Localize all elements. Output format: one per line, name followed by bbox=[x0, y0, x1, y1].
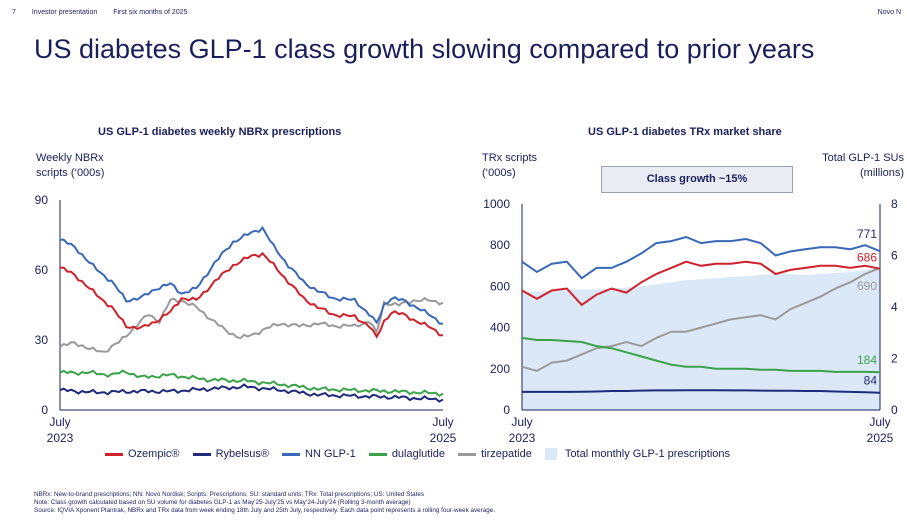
right-y-tick-label: 0 bbox=[503, 403, 510, 417]
brand-label: Novo N bbox=[877, 9, 901, 16]
page-title: US diabetes GLP-1 class growth slowing c… bbox=[34, 34, 815, 64]
right-y-tick-label: 200 bbox=[490, 362, 510, 376]
right-y-tick-label: 800 bbox=[490, 238, 510, 252]
period-label: First six months of 2025 bbox=[113, 9, 188, 16]
right-end-label-tirzepatide: 690 bbox=[857, 279, 877, 293]
legend-item-total: Total monthly GLP-1 prescriptions bbox=[544, 448, 730, 461]
footnote-1: NBRx: New-to-brand prescriptions; NN: No… bbox=[34, 491, 424, 498]
legend-swatch-ozempic bbox=[105, 452, 123, 456]
left-x-tick-label: 2025 bbox=[430, 431, 457, 445]
right-series-ozempic bbox=[521, 260, 881, 307]
right-x-tick-label: 2023 bbox=[509, 431, 536, 445]
legend-item-rybelsus: Rybelsus® bbox=[192, 448, 269, 461]
legend-item-ozempic: Ozempic® bbox=[105, 448, 180, 460]
left-series-rybelsus bbox=[59, 383, 444, 403]
right-end-label-nn: 771 bbox=[857, 227, 877, 241]
right-y2-axis-label-line2: (millions) bbox=[860, 167, 904, 179]
left-series-dulaglutide bbox=[59, 369, 444, 398]
right-chart-title: US GLP-1 diabetes TRx market share bbox=[588, 126, 782, 138]
legend: Ozempic® Rybelsus® NN GLP-1 dulaglutide … bbox=[105, 448, 740, 461]
left-y-tick-label: 30 bbox=[35, 333, 49, 347]
page-number: 7 bbox=[12, 9, 16, 16]
legend-item-tirzepatide: tirzepatide bbox=[458, 448, 532, 460]
right-y2-tick-label: 2 bbox=[891, 352, 898, 366]
right-y2-tick-label: 4 bbox=[891, 300, 898, 314]
right-end-label-rybelsus: 84 bbox=[864, 374, 878, 388]
right-y-tick-label: 1000 bbox=[483, 197, 510, 211]
right-series-rybelsus bbox=[522, 389, 881, 394]
left-y-axis-label: Weekly NBRx scripts (‘000s) bbox=[36, 151, 104, 181]
footnote-2: Note: Class growth calculated based on S… bbox=[34, 499, 411, 506]
right-series-total-area bbox=[522, 267, 880, 410]
class-growth-callout: Class growth ~15% bbox=[601, 166, 793, 193]
legend-swatch-tirzepatide bbox=[458, 452, 477, 456]
left-x-tick-label: July bbox=[49, 415, 70, 429]
left-y-tick-label: 60 bbox=[35, 263, 49, 277]
legend-label-total: Total monthly GLP-1 prescriptions bbox=[564, 448, 730, 461]
right-y-tick-label: 600 bbox=[490, 279, 510, 293]
legend-item-nn: NN GLP-1 bbox=[282, 448, 356, 460]
left-series-ozempic bbox=[59, 251, 443, 339]
legend-label-rybelsus: Rybelsus® bbox=[215, 448, 269, 461]
left-series-tirzepatide bbox=[59, 296, 444, 353]
right-y-axis-label-line2: (‘000s) bbox=[482, 167, 516, 179]
right-series-nn bbox=[521, 235, 881, 280]
right-y2-axis-label: Total GLP-1 SUs (millions) bbox=[822, 151, 904, 181]
legend-swatch-total bbox=[544, 448, 557, 461]
right-y2-axis-label-line1: Total GLP-1 SUs bbox=[822, 152, 904, 164]
right-end-label-ozempic: 686 bbox=[857, 251, 877, 265]
right-end-label-dulaglutide: 184 bbox=[857, 353, 877, 367]
section-label: Investor presentation bbox=[31, 9, 98, 16]
left-x-tick-label: July bbox=[432, 415, 453, 429]
legend-label-tirzepatide: tirzepatide bbox=[481, 448, 532, 461]
left-x-tick-label: 2023 bbox=[47, 431, 74, 445]
right-series-tirzepatide bbox=[521, 266, 881, 372]
right-y2-tick-label: 0 bbox=[891, 403, 898, 417]
right-y2-tick-label: 6 bbox=[891, 249, 898, 263]
legend-label-nn: NN GLP-1 bbox=[305, 448, 356, 461]
legend-swatch-rybelsus bbox=[192, 452, 211, 456]
right-series-dulaglutide bbox=[521, 336, 881, 374]
right-x-tick-label: July bbox=[511, 415, 532, 429]
right-x-tick-label: 2025 bbox=[867, 431, 894, 445]
legend-swatch-dulaglutide bbox=[368, 452, 387, 456]
right-x-tick-label: July bbox=[869, 415, 890, 429]
left-chart-title: US GLP-1 diabetes weekly NBRx prescripti… bbox=[98, 126, 342, 138]
right-y-tick-label: 400 bbox=[490, 321, 510, 335]
left-y-tick-label: 0 bbox=[41, 403, 48, 417]
legend-label-dulaglutide: dulaglutide bbox=[391, 448, 446, 461]
right-y-axis-label: TRx scripts (‘000s) bbox=[482, 151, 537, 181]
left-y-axis-label-line2: scripts (‘000s) bbox=[36, 167, 105, 179]
legend-label-ozempic: Ozempic® bbox=[128, 448, 180, 461]
right-y-axis-label-line1: TRx scripts bbox=[482, 152, 537, 164]
top-bar: 7 Investor presentation First six months… bbox=[12, 9, 202, 16]
footnote-3: Source: IQVIA Xponent Plantrak, NBRx and… bbox=[34, 507, 495, 514]
left-y-axis-label-line1: Weekly NBRx bbox=[36, 152, 104, 164]
legend-item-dulaglutide: dulaglutide bbox=[368, 448, 446, 461]
right-y2-tick-label: 8 bbox=[891, 197, 898, 211]
footnotes: NBRx: New-to-brand prescriptions; NN: No… bbox=[34, 491, 495, 515]
left-series-nn bbox=[59, 225, 443, 325]
left-y-tick-label: 90 bbox=[35, 193, 49, 207]
legend-swatch-nn bbox=[282, 452, 300, 456]
